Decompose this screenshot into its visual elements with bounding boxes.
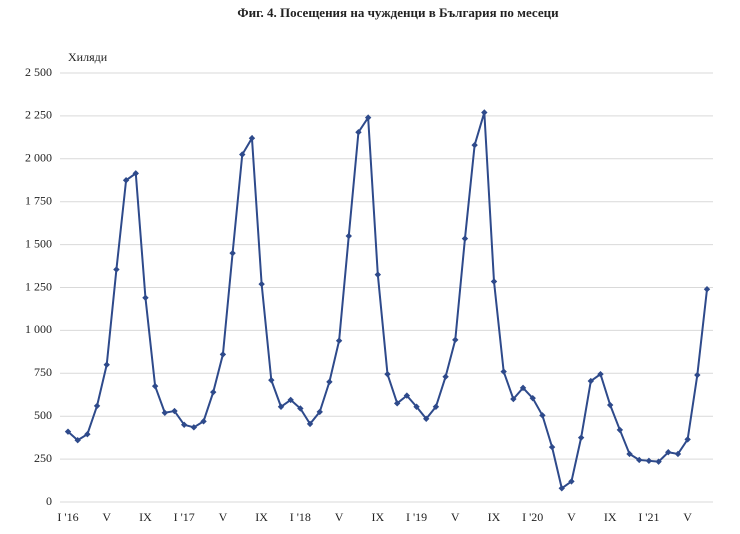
marker (490, 278, 498, 285)
marker (374, 271, 382, 278)
marker (529, 394, 536, 402)
marker (248, 135, 256, 142)
y-tick-label: 1 000 (25, 322, 52, 336)
marker (403, 392, 411, 399)
marker (190, 424, 198, 431)
x-tick-label: I '18 (290, 510, 311, 524)
x-tick-label: IX (604, 510, 617, 524)
y-axis-label: Хиляди (68, 50, 108, 64)
y-tick-label: 1 500 (25, 236, 52, 250)
y-tick-label: 1 750 (25, 193, 52, 207)
marker (229, 249, 236, 257)
marker (655, 458, 662, 465)
marker (558, 485, 565, 492)
chart-title: Фиг. 4. Посещения на чужденци в България… (237, 5, 559, 20)
marker (132, 170, 139, 177)
marker (151, 382, 159, 390)
x-tick-label: I '16 (57, 510, 78, 524)
marker (355, 129, 362, 136)
marker (316, 408, 323, 416)
marker (219, 351, 227, 358)
marker (606, 401, 614, 409)
marker (461, 235, 469, 242)
marker (180, 421, 188, 428)
marker (306, 420, 314, 428)
marker (103, 361, 110, 368)
marker (393, 400, 401, 407)
marker (287, 396, 294, 404)
y-tick-label: 750 (34, 365, 52, 379)
marker (297, 405, 304, 412)
marker (335, 337, 343, 344)
marker (674, 450, 682, 458)
marker (587, 377, 595, 385)
x-tick-label: IX (371, 510, 384, 524)
x-tick-label: IX (255, 510, 268, 524)
marker (345, 232, 352, 240)
marker (510, 395, 517, 403)
y-tick-label: 2 250 (25, 108, 52, 122)
marker (645, 457, 653, 465)
marker (64, 428, 72, 435)
marker (326, 378, 333, 386)
marker (84, 431, 91, 438)
x-tick-label: V (102, 510, 111, 524)
x-tick-label: IX (488, 510, 501, 524)
marker (113, 266, 120, 273)
marker (684, 436, 691, 443)
marker (452, 336, 459, 344)
marker (626, 450, 633, 458)
y-tick-label: 500 (34, 408, 52, 422)
marker (597, 370, 604, 378)
marker (432, 403, 440, 410)
marker (568, 478, 575, 485)
marker (200, 418, 207, 425)
marker (442, 373, 449, 380)
marker (500, 368, 507, 375)
x-tick-label: IX (139, 510, 152, 524)
line (67, 112, 708, 490)
marker (616, 426, 624, 434)
x-tick-label: V (219, 510, 228, 524)
marker (171, 407, 178, 415)
marker (481, 109, 488, 116)
marker (423, 415, 430, 422)
marker (548, 443, 556, 451)
marker (142, 294, 149, 301)
marker (384, 370, 391, 378)
marker (703, 286, 711, 293)
y-tick-label: 250 (34, 451, 52, 465)
x-tick-label: I '17 (174, 510, 195, 524)
x-tick-label: I '19 (406, 510, 427, 524)
marker (364, 114, 372, 121)
y-tick-label: 2 000 (25, 151, 52, 165)
marker (277, 403, 285, 410)
marker (210, 388, 217, 396)
marker (636, 456, 643, 464)
marker (93, 402, 101, 410)
y-tick-label: 1 250 (25, 279, 52, 293)
marker (519, 384, 527, 392)
x-tick-label: V (683, 510, 692, 524)
x-tick-label: I '20 (522, 510, 543, 524)
y-tick-label: 2 500 (25, 65, 52, 79)
marker (268, 376, 275, 384)
x-tick-label: I '21 (638, 510, 659, 524)
y-tick-label: 0 (46, 494, 52, 508)
marker (577, 434, 585, 441)
x-tick-label: V (451, 510, 460, 524)
x-tick-label: V (567, 510, 576, 524)
marker (122, 177, 130, 184)
x-tick-label: V (335, 510, 344, 524)
marker (413, 403, 420, 410)
marker (471, 141, 478, 149)
marker (258, 280, 265, 288)
marker (665, 449, 672, 456)
marker (74, 437, 81, 444)
marker (539, 412, 546, 419)
marker (694, 371, 701, 379)
marker (161, 409, 169, 416)
marker (239, 151, 246, 158)
